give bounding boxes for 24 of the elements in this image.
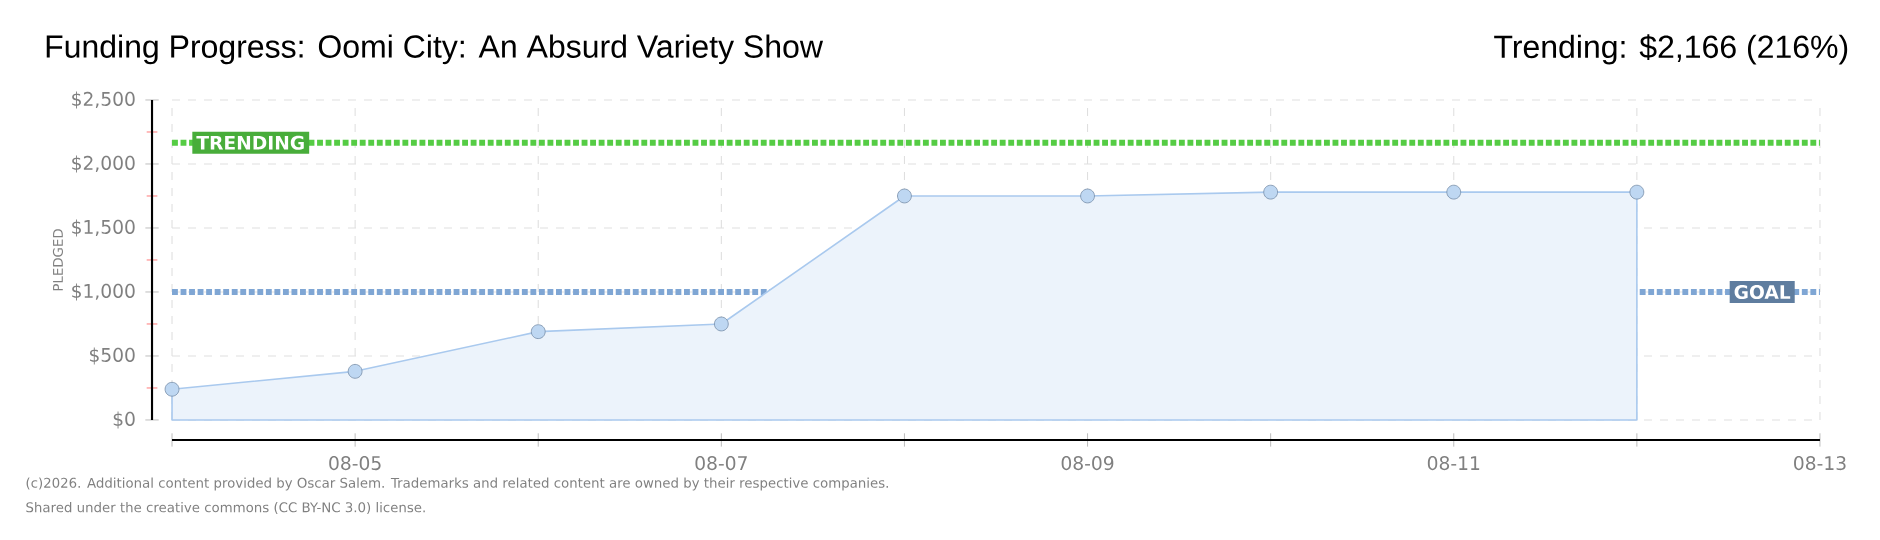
y-tick-label: $500 bbox=[89, 347, 135, 365]
y-tick-label: $1,500 bbox=[72, 219, 135, 237]
point bbox=[164, 381, 180, 397]
x-tick-label: 08-11 bbox=[1427, 456, 1480, 471]
point bbox=[714, 316, 729, 332]
point bbox=[347, 364, 363, 379]
ref-line-label: GOAL bbox=[1734, 284, 1791, 300]
x-tick-label: 08-05 bbox=[329, 456, 381, 471]
y-tick-label: $1,000 bbox=[72, 283, 135, 301]
ref-line-label: TRENDING bbox=[196, 135, 304, 150]
y-tick-label: $2,500 bbox=[72, 91, 135, 109]
point bbox=[1629, 184, 1645, 200]
chart-title: Funding Progress: Oomi City: An Absurd Variety Show bbox=[46, 34, 824, 65]
point bbox=[1080, 188, 1095, 204]
x-tick-label: 08-07 bbox=[695, 456, 747, 471]
x-tick-label: 08-09 bbox=[1061, 456, 1114, 471]
point bbox=[897, 188, 912, 204]
chart-subtitle: Trending: $2,166 (216%) bbox=[1494, 34, 1848, 65]
y-tick-label: $2,000 bbox=[72, 155, 135, 173]
point bbox=[530, 324, 546, 339]
point bbox=[1446, 184, 1462, 200]
y-tick-label: $0 bbox=[113, 411, 135, 429]
x-tick-label: 08-13 bbox=[1794, 456, 1846, 471]
point bbox=[1263, 184, 1278, 200]
